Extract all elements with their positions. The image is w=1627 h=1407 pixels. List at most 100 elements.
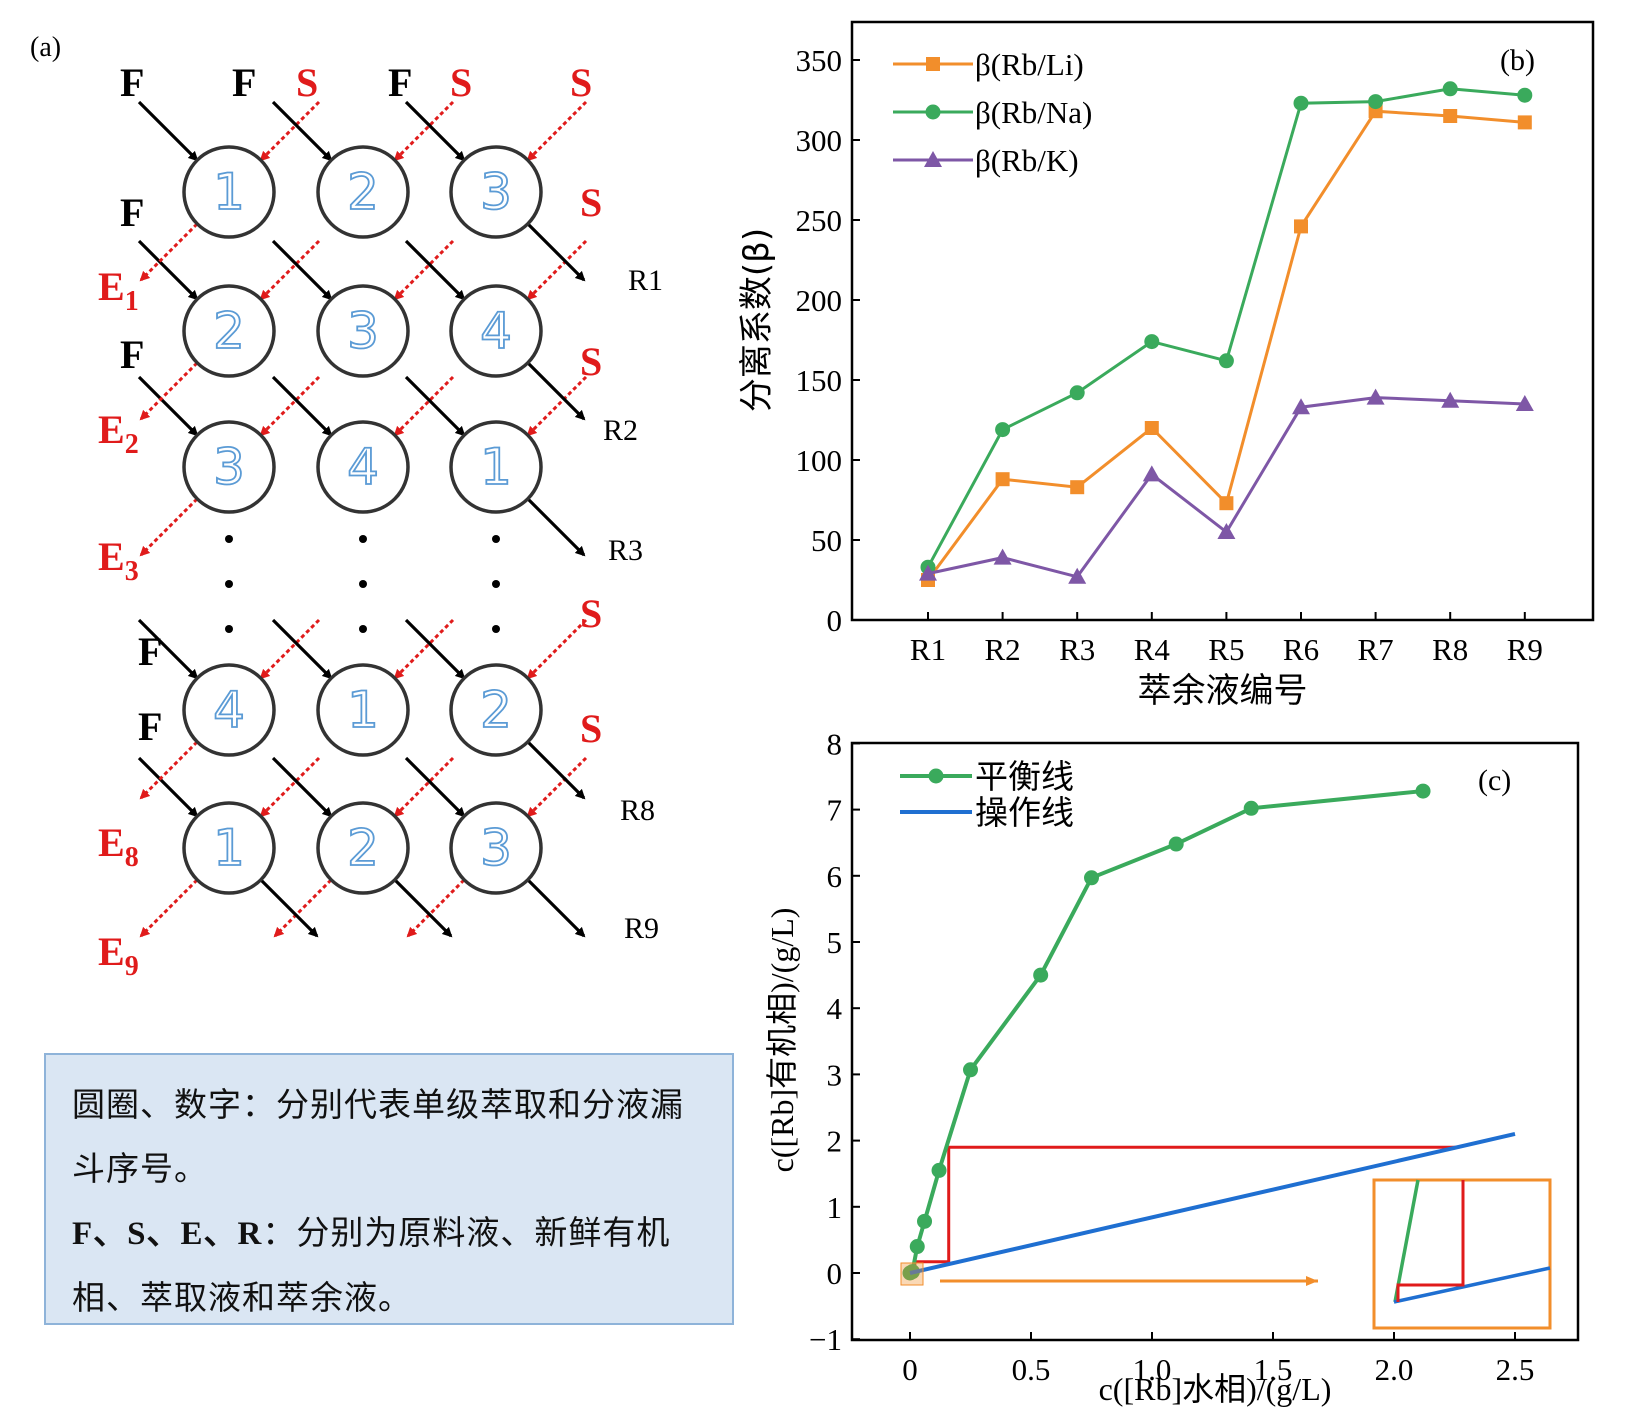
stage-number: 3 — [480, 819, 512, 877]
note-line-2: F、S、E、R：分别为原料液、新鲜有机相、萃取液和萃余液。 — [72, 1201, 706, 1330]
extraction-stage-circle — [182, 284, 276, 378]
data-point — [1517, 87, 1533, 103]
x-axis-title: c([Rb]水相)/(g/L) — [1099, 1371, 1332, 1407]
extract-arrow — [139, 878, 199, 938]
data-point — [1168, 836, 1184, 852]
legend-marker — [924, 151, 942, 167]
y-tick-label: 350 — [796, 43, 843, 78]
data-point — [993, 548, 1012, 565]
data-point — [1218, 353, 1234, 369]
ellipsis-dot — [359, 580, 367, 588]
extraction-stage-circle — [316, 284, 410, 378]
chart-b-separation-coefficient: 0 50 100 150 200 250 300 350 R1 R2 R3 R4 R5 R6 R7 R8 R9 萃… — [737, 20, 1595, 711]
ellipsis-dot — [225, 535, 233, 543]
stage-number: 2 — [213, 302, 245, 360]
data-point — [995, 422, 1011, 438]
series-line-1 — [909, 1132, 1516, 1275]
extraction-stage-circle — [449, 145, 543, 239]
data-point — [1293, 95, 1309, 111]
data-point — [1517, 115, 1532, 130]
ellipsis-dot — [492, 535, 500, 543]
stage-number: 4 — [347, 438, 379, 496]
solvent-arrow — [259, 618, 321, 680]
data-point — [1442, 81, 1458, 97]
data-point — [1144, 334, 1160, 350]
extract-label: E3 — [98, 534, 139, 587]
y-tick-label: 7 — [827, 793, 843, 828]
data-point — [1443, 109, 1458, 123]
stage-number: 4 — [213, 681, 245, 739]
solvent-arrow — [259, 375, 321, 437]
feed-label: F — [232, 60, 256, 105]
x-tick-label: R4 — [1134, 632, 1171, 667]
chart-c-mccabe-thiele: 0 0.5 1.0 1.5 2.0 2.5 −1 0 1 2 3 4 5 6 7 8 c([Rb]水相)/(g/… — [764, 726, 1580, 1407]
data-point — [963, 1062, 978, 1078]
extraction-stage-circle — [316, 420, 410, 514]
note-line-2-rest: ：分别为原料液、新鲜有机相、萃取液和萃余液。 — [72, 1213, 671, 1317]
y-tick-label: 200 — [796, 283, 843, 318]
inset-step-line — [1396, 1180, 1465, 1302]
solvent-label: S — [570, 60, 592, 105]
feed-label: F — [120, 332, 144, 377]
stage-number: 3 — [480, 163, 512, 221]
x-tick-label: 0.5 — [1012, 1352, 1051, 1387]
x-tick-label: 1.0 — [1133, 1352, 1172, 1387]
stage-number: 2 — [347, 163, 379, 221]
data-point — [1292, 398, 1310, 415]
legend-label: 平衡线 — [975, 757, 1074, 796]
feed-arrow — [137, 239, 199, 301]
y-tick-label: 300 — [796, 123, 843, 158]
stage-number: 1 — [213, 819, 245, 877]
extraction-stage-circle — [449, 801, 543, 895]
solvent-label: S — [580, 706, 602, 751]
y-tick-label: 6 — [827, 859, 843, 894]
extraction-stage-circle — [316, 145, 410, 239]
solvent-arrow — [259, 239, 321, 301]
stage-number: 1 — [213, 163, 245, 221]
feed-arrow — [404, 239, 466, 301]
extract-arrow — [139, 740, 199, 800]
feed-label: F — [388, 60, 412, 105]
stage-number: 3 — [347, 302, 379, 360]
extraction-stage-circle — [182, 663, 276, 757]
extraction-stage-circle — [449, 284, 543, 378]
series-line-2 — [927, 396, 1525, 579]
feed-label: F — [120, 60, 144, 105]
stage-number: 1 — [347, 681, 379, 739]
feed-arrow — [271, 239, 333, 301]
data-point — [1068, 567, 1087, 584]
y-axis-title: 分离系数(β) — [737, 228, 777, 412]
raffinate-arrow — [526, 878, 586, 938]
feed-label: F — [138, 629, 162, 674]
feed-arrow — [404, 100, 466, 162]
feed-arrow — [271, 100, 333, 162]
y-tick-label: 5 — [827, 925, 843, 960]
legend-marker — [925, 104, 941, 120]
panel-c-label: (c) — [1478, 764, 1511, 797]
plot-frame — [850, 741, 1580, 1342]
ellipsis-dot — [492, 625, 500, 633]
feed-label: F — [120, 190, 144, 235]
data-point — [1033, 967, 1049, 983]
feed-arrow — [137, 756, 199, 818]
raffinate-label: R9 — [624, 912, 659, 945]
extract-label: E8 — [98, 820, 139, 873]
extract-arrow — [139, 497, 199, 557]
raffinate-arrow — [526, 222, 586, 282]
feed-arrow — [404, 618, 466, 680]
extract-label: E1 — [98, 264, 139, 317]
feed-label: F — [138, 704, 162, 749]
ellipsis-dot — [225, 625, 233, 633]
legend-label: β(Rb/K) — [975, 143, 1079, 178]
feed-arrow — [271, 756, 333, 818]
feed-arrow — [271, 375, 333, 437]
x-tick-label: R3 — [1059, 632, 1095, 667]
raffinate-arrow — [526, 361, 586, 421]
solvent-arrow — [259, 756, 321, 818]
feed-arrow — [137, 100, 199, 162]
x-tick-label: 0 — [902, 1352, 918, 1387]
x-tick-label: 2.5 — [1496, 1352, 1535, 1387]
data-point — [1219, 496, 1234, 511]
stage-number: 2 — [347, 819, 379, 877]
x-tick-label: R8 — [1432, 632, 1468, 667]
